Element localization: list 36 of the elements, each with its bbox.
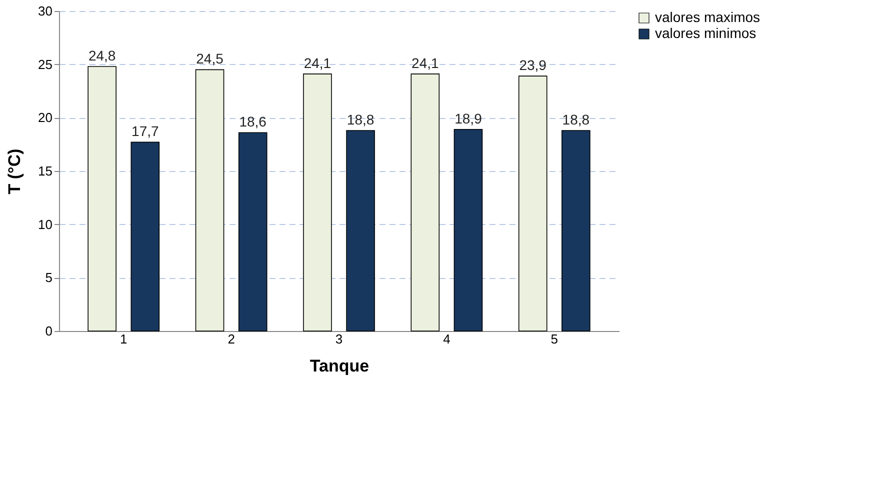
bar bbox=[454, 129, 483, 332]
data-label: 24,5 bbox=[196, 50, 224, 67]
y-tick-label: 5 bbox=[45, 270, 52, 286]
y-tick-label: 0 bbox=[45, 324, 52, 338]
x-tick-label: 5 bbox=[550, 332, 558, 346]
y-tick-label: 20 bbox=[38, 110, 52, 126]
y-tick-label: 15 bbox=[38, 164, 52, 178]
x-tick-label: 1 bbox=[120, 332, 128, 346]
y-tick-label: 30 bbox=[38, 4, 52, 18]
data-label: 18,8 bbox=[562, 111, 590, 128]
x-tick-label: 4 bbox=[443, 332, 450, 346]
data-label: 24,8 bbox=[88, 47, 116, 64]
data-label: 24,1 bbox=[304, 54, 332, 71]
bar bbox=[346, 130, 375, 332]
data-label: 24,1 bbox=[412, 54, 439, 71]
bar bbox=[88, 66, 116, 332]
bar bbox=[130, 142, 160, 332]
legend-label: valores maximos bbox=[655, 9, 760, 25]
bar bbox=[410, 74, 440, 332]
legend-label: valores minimos bbox=[655, 25, 756, 41]
data-label: 18,9 bbox=[454, 110, 482, 126]
y-tick-label: 25 bbox=[38, 56, 52, 72]
x-tick-label: 3 bbox=[335, 332, 343, 346]
bar bbox=[195, 69, 224, 332]
y-axis-title: T (°C) bbox=[5, 148, 24, 194]
x-axis-title: Tanque bbox=[310, 356, 370, 376]
bar bbox=[303, 74, 332, 332]
y-tick-label: 10 bbox=[38, 216, 52, 232]
data-label: 18,6 bbox=[239, 114, 267, 130]
data-label: 17,7 bbox=[132, 123, 159, 140]
bar bbox=[518, 76, 548, 332]
data-label: 23,9 bbox=[519, 57, 547, 74]
bar bbox=[562, 130, 590, 332]
bar bbox=[238, 132, 268, 332]
data-label: 18,8 bbox=[346, 111, 374, 128]
x-tick-label: 2 bbox=[228, 332, 235, 346]
